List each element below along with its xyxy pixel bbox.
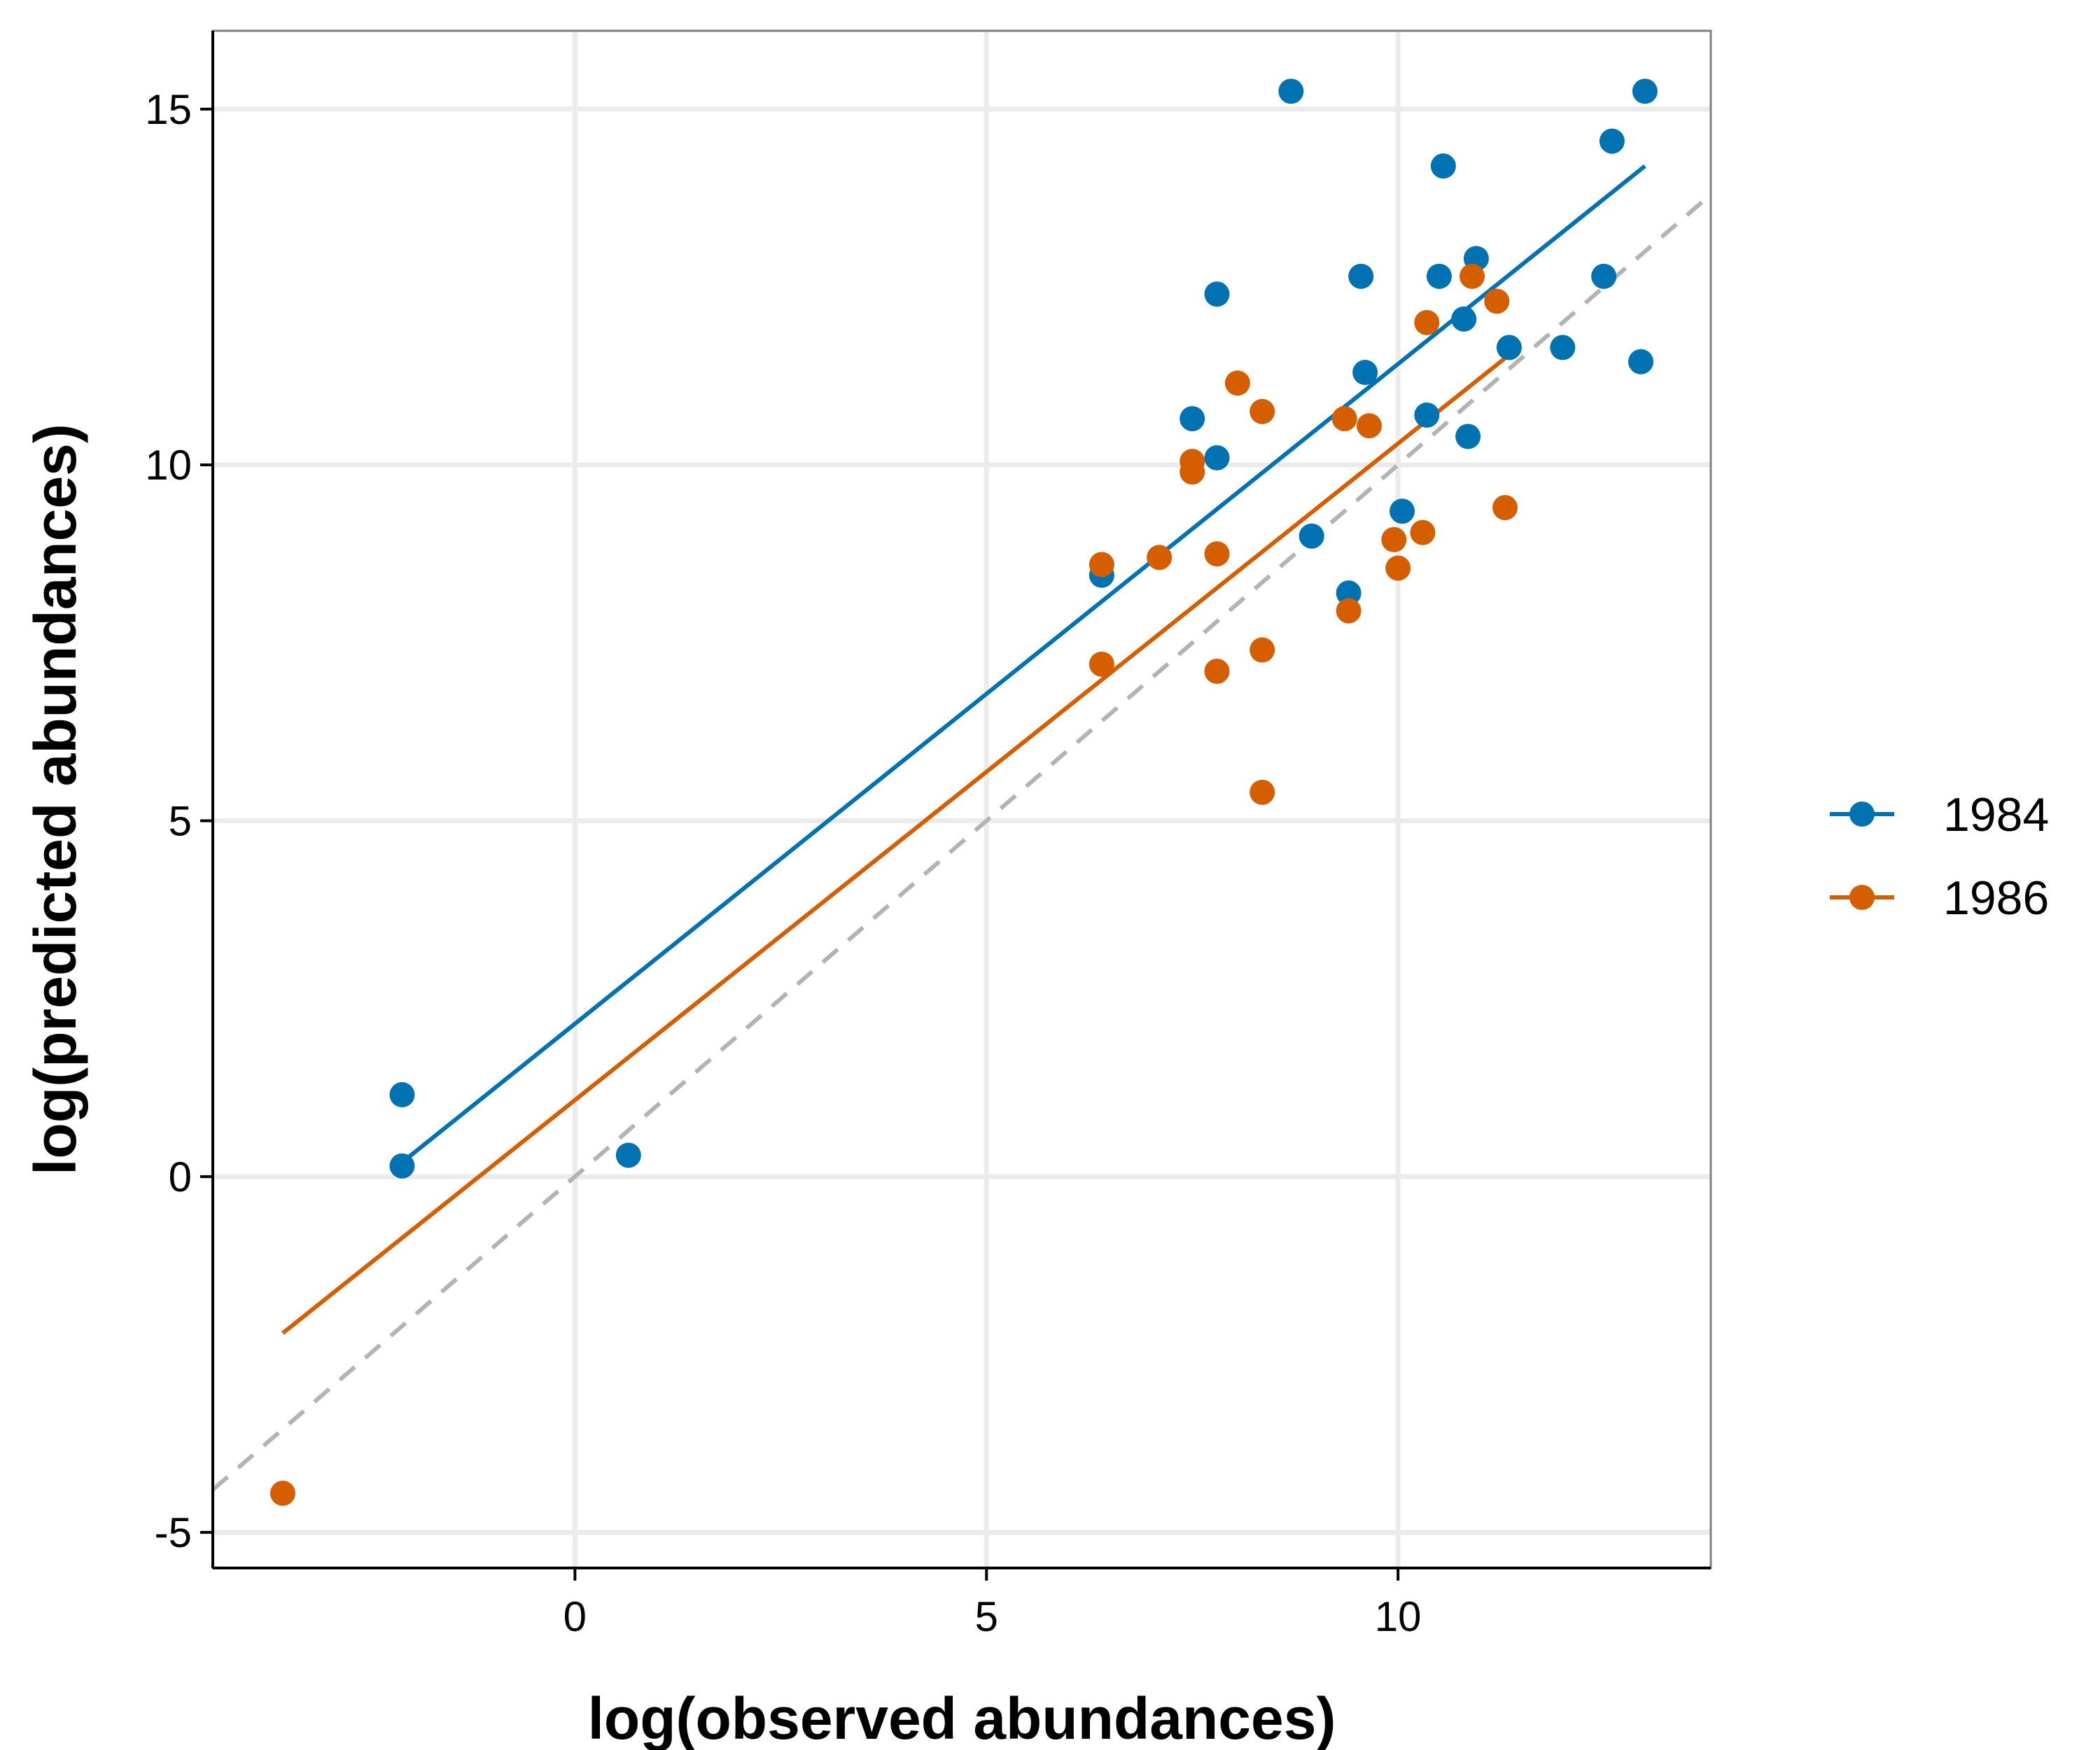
legend-label-1986: 1986 — [1943, 872, 2049, 925]
data-point-1986-7 — [1204, 659, 1230, 684]
legend-key-1986 — [1830, 885, 1894, 910]
y-tick-label-15: 15 — [145, 86, 192, 133]
legend-label-1984: 1984 — [1943, 788, 2049, 841]
data-point-1984-2 — [615, 1142, 641, 1168]
fit-line-1986 — [281, 356, 1506, 1335]
data-point-1984-11 — [1352, 360, 1378, 385]
data-point-1984-22 — [1599, 128, 1625, 154]
data-point-1986-11 — [1250, 779, 1275, 805]
data-point-1986-2 — [1088, 651, 1114, 677]
legend-key-1984 — [1830, 802, 1894, 827]
data-point-1984-7 — [1278, 78, 1304, 104]
data-point-1984-10 — [1348, 263, 1374, 289]
data-point-1984-12 — [1390, 498, 1415, 524]
data-point-1986-10 — [1250, 637, 1275, 663]
data-point-1986-1 — [1088, 552, 1114, 578]
y-axis-ticks: -5 0 5 10 15 — [145, 31, 214, 1568]
x-tick-label-5: 5 — [975, 1593, 998, 1640]
data-point-1986-14 — [1357, 413, 1382, 439]
data-point-1986-12 — [1331, 406, 1357, 432]
data-points — [270, 78, 1658, 1506]
fit-lines — [281, 164, 1646, 1335]
x-tick-label-10: 10 — [1375, 1593, 1422, 1640]
x-axis-title: log(observed abundances) — [588, 1686, 1336, 1750]
data-point-1986-5 — [1180, 459, 1205, 485]
data-point-1986-9 — [1250, 398, 1275, 424]
data-point-1986-15 — [1381, 526, 1407, 552]
data-point-1984-5 — [1204, 445, 1230, 470]
y-tick-label-10: 10 — [145, 442, 192, 489]
data-point-1984-15 — [1430, 153, 1456, 179]
data-point-1984-21 — [1591, 263, 1617, 289]
identity-reference-line — [211, 192, 1712, 1492]
data-point-1986-21 — [1492, 495, 1518, 521]
data-point-1984-13 — [1414, 402, 1440, 428]
data-point-1986-20 — [1484, 288, 1510, 314]
data-point-1984-1 — [389, 1153, 415, 1179]
data-point-1986-13 — [1336, 598, 1362, 624]
data-point-1984-23 — [1628, 349, 1654, 374]
data-point-1986-18 — [1414, 309, 1440, 335]
gridlines — [213, 31, 1711, 1568]
data-point-1986-6 — [1204, 541, 1230, 567]
x-axis-ticks: 0 5 10 — [213, 1567, 1711, 1640]
data-point-1984-6 — [1204, 281, 1230, 307]
y-tick-label--5: -5 — [155, 1509, 192, 1556]
data-point-1986-16 — [1385, 555, 1411, 581]
data-point-1984-0 — [389, 1082, 415, 1107]
data-point-1984-19 — [1496, 335, 1522, 360]
y-tick-label-0: 0 — [169, 1154, 192, 1200]
x-tick-label-0: 0 — [564, 1593, 587, 1640]
data-point-1984-4 — [1180, 406, 1205, 432]
y-tick-label-5: 5 — [169, 798, 192, 845]
legend: 1984 1986 — [1830, 788, 2049, 925]
data-point-1984-24 — [1632, 78, 1658, 104]
y-axis-title: log(predicted abundances) — [22, 424, 88, 1175]
data-point-1984-20 — [1550, 335, 1576, 360]
data-point-1984-9 — [1336, 580, 1362, 606]
data-point-1986-8 — [1224, 370, 1250, 396]
legend-marker-1984 — [1849, 802, 1875, 827]
data-point-1984-17 — [1455, 424, 1481, 449]
data-point-1986-3 — [1147, 545, 1172, 570]
data-point-1986-0 — [270, 1480, 295, 1506]
data-point-1984-16 — [1451, 306, 1477, 332]
data-point-1984-8 — [1298, 523, 1324, 549]
data-point-1986-19 — [1460, 263, 1485, 289]
data-point-1986-17 — [1410, 519, 1436, 545]
fit-line-1984 — [400, 164, 1646, 1164]
legend-marker-1986 — [1849, 885, 1875, 910]
data-point-1984-14 — [1426, 263, 1452, 289]
